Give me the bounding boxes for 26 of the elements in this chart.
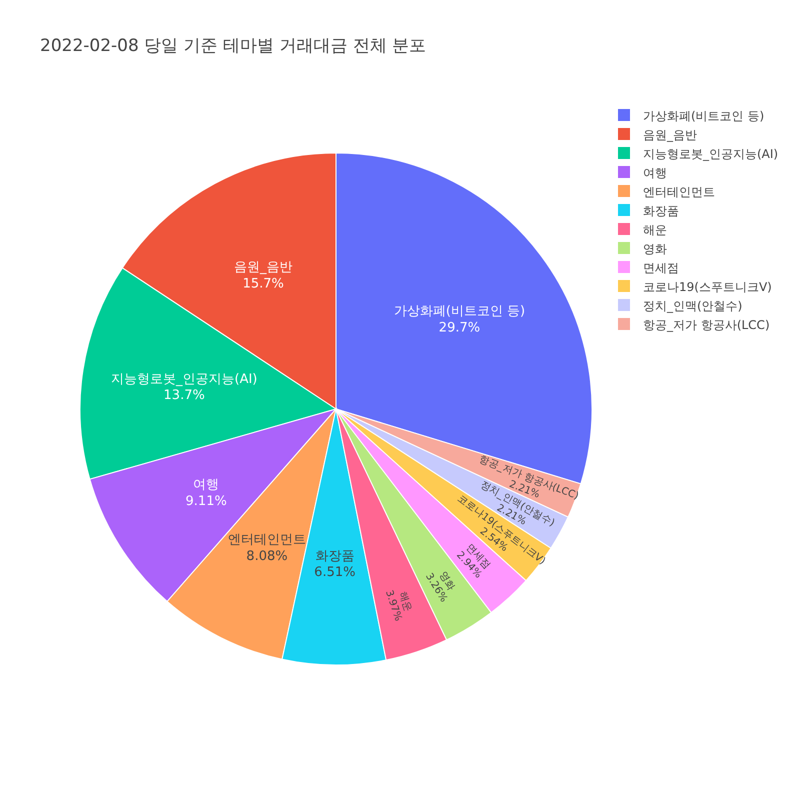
data-label: 29.7% <box>438 320 480 336</box>
slice-label: 가상화폐(비트코인 등) <box>394 304 526 320</box>
slice-label: 엔터테인먼트 <box>228 532 306 548</box>
data-label: 8.08% <box>246 548 288 564</box>
data-label: 13.7% <box>164 388 205 404</box>
slice-label: 화장품 <box>315 548 354 564</box>
data-label: 3.97% <box>382 588 404 623</box>
legend-label: 여행 <box>643 166 667 180</box>
legend-label: 해운 <box>643 223 667 237</box>
legend-label: 음원_음반 <box>643 128 697 142</box>
legend-label: 지능형로봇_인공지능(AI) <box>643 147 778 161</box>
data-label: 6.51% <box>314 565 356 580</box>
data-label: 15.7% <box>242 276 284 292</box>
legend-label: 엔터테인먼트 <box>643 185 715 199</box>
legend-label: 영화 <box>643 242 667 256</box>
data-label: 9.11% <box>186 494 227 509</box>
legend-label: 가상화폐(비트코인 등) <box>643 109 764 123</box>
slice-label: 음원_음반 <box>234 260 292 276</box>
chart-title: 2022-02-08 당일 기준 테마별 거래대금 전체 분포 <box>40 36 426 56</box>
legend-label: 면세점 <box>643 261 679 275</box>
legend-label: 항공_저가 항공사(LCC) <box>643 318 770 332</box>
legend-label: 정치_인맥(안철수) <box>643 299 742 313</box>
slice-label: 지능형로봇_인공지능(AI) <box>111 372 258 387</box>
slice-label: 여행 <box>193 478 220 493</box>
legend-label: 코로나19(스푸트니크V) <box>643 280 772 294</box>
legend-label: 화장품 <box>643 204 679 218</box>
